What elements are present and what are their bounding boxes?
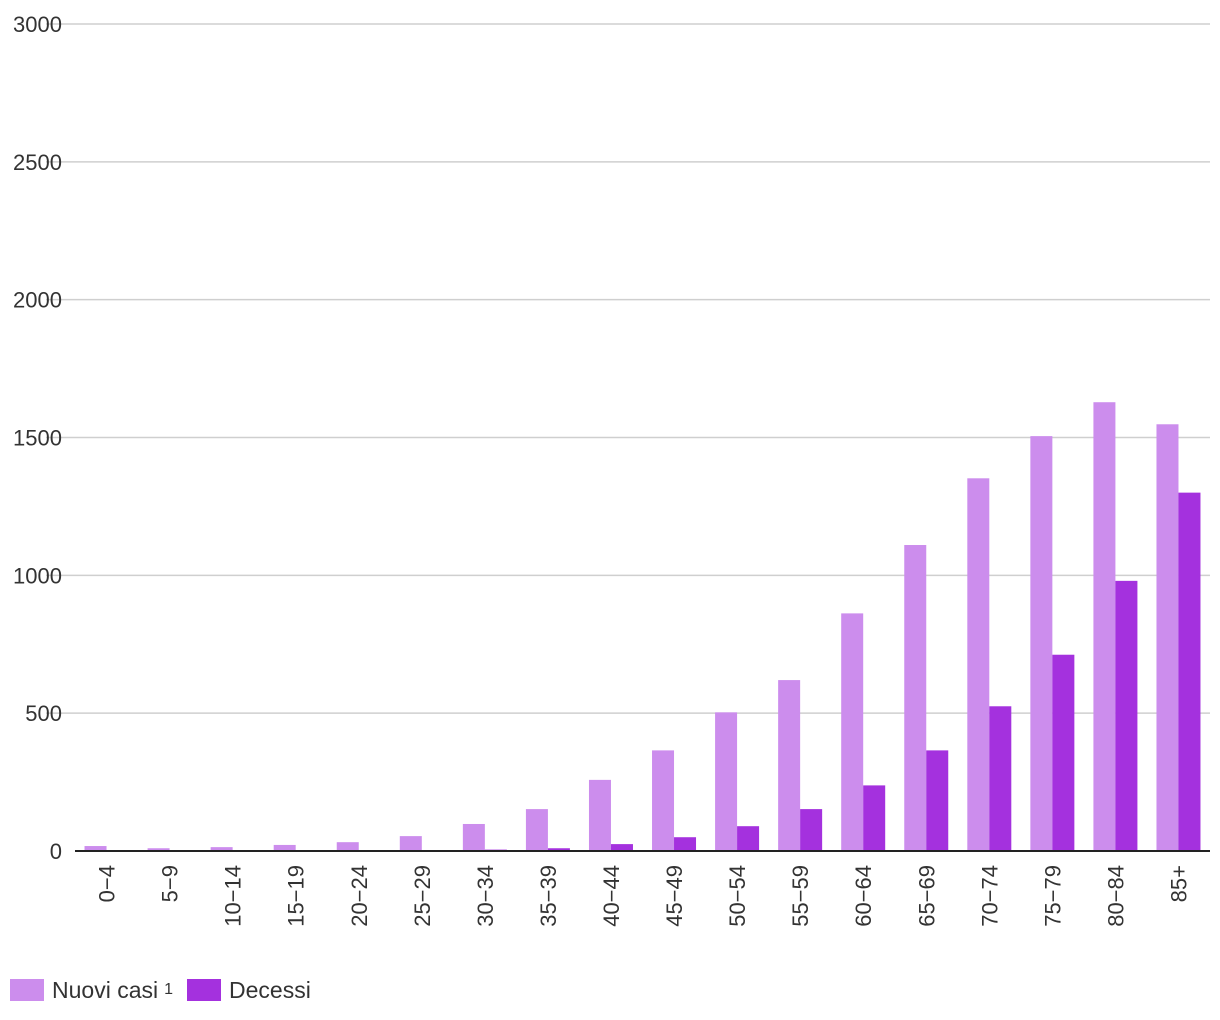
bar-decessi-11 — [800, 809, 823, 851]
x-tick-label: 60−64 — [851, 865, 876, 927]
bar-nuovi-casi-15 — [1030, 436, 1053, 851]
legend-swatch-decessi — [187, 979, 222, 1001]
bars — [84, 402, 1201, 851]
y-axis-ticks: 0 500 1000 1500 2000 2500 3000 — [13, 12, 62, 864]
x-tick-label: 35−39 — [536, 865, 561, 927]
bar-decessi-15 — [1052, 654, 1075, 851]
y-tick-label: 0 — [50, 839, 62, 864]
x-tick-label: 20−24 — [347, 865, 372, 927]
bar-decessi-12 — [863, 785, 886, 851]
bar-nuovi-casi-9 — [652, 750, 675, 851]
bar-decessi-7 — [547, 848, 570, 851]
x-tick-label: 80−84 — [1103, 865, 1128, 927]
bar-decessi-14 — [989, 706, 1012, 851]
x-axis-ticks: 0−4 5−9 10−14 15−19 20−24 25−29 30−34 35−39 40−4… — [95, 865, 1192, 927]
legend-item-nuovi-casi: Nuovi casi 1 — [10, 977, 173, 1004]
legend: Nuovi casi 1 Decessi — [10, 972, 325, 1008]
bar-decessi-17 — [1178, 492, 1201, 851]
x-tick-label: 70−74 — [977, 865, 1002, 927]
x-tick-label: 10−14 — [221, 865, 246, 927]
x-tick-label: 50−54 — [725, 865, 750, 927]
bar-nuovi-casi-1 — [147, 848, 170, 851]
legend-label-nuovi-casi: Nuovi casi — [52, 976, 159, 1003]
legend-swatch-nuovi-casi — [10, 979, 44, 1001]
bar-nuovi-casi-5 — [399, 836, 422, 851]
x-tick-label: 25−29 — [410, 865, 435, 927]
bar-nuovi-casi-17 — [1156, 424, 1179, 851]
x-tick-label: 40−44 — [599, 865, 624, 927]
x-tick-label: 15−19 — [284, 865, 309, 927]
legend-footnote-marker: 1 — [164, 981, 174, 998]
bar-nuovi-casi-6 — [462, 823, 485, 851]
x-tick-label: 65−69 — [914, 865, 939, 927]
bar-nuovi-casi-10 — [715, 712, 738, 851]
x-tick-label: 0−4 — [95, 865, 120, 902]
bar-decessi-13 — [926, 750, 949, 851]
bar-nuovi-casi-3 — [273, 844, 296, 851]
legend-item-decessi: Decessi — [187, 977, 311, 1004]
y-tick-label: 2000 — [13, 288, 62, 313]
bar-chart: 0 500 1000 1500 2000 2500 3000 0−4 5−9 10−14 15−1… — [13, 12, 1210, 927]
grid-lines — [46, 23, 1210, 714]
bar-nuovi-casi-14 — [967, 478, 990, 851]
x-tick-label: 55−59 — [788, 865, 813, 927]
legend-label-decessi: Decessi — [229, 976, 311, 1003]
bar-nuovi-casi-8 — [588, 779, 611, 851]
y-tick-label: 2500 — [13, 150, 62, 175]
bar-nuovi-casi-2 — [210, 847, 233, 851]
bar-decessi-10 — [737, 826, 760, 851]
bar-decessi-9 — [674, 837, 697, 851]
bar-nuovi-casi-11 — [778, 680, 801, 851]
bar-nuovi-casi-16 — [1093, 402, 1116, 851]
x-tick-label: 5−9 — [158, 865, 183, 902]
x-tick-label: 45−49 — [662, 865, 687, 927]
bar-decessi-8 — [610, 844, 633, 851]
bar-nuovi-casi-13 — [904, 545, 927, 851]
bar-nuovi-casi-12 — [841, 613, 864, 851]
x-tick-label: 75−79 — [1040, 865, 1065, 927]
bar-nuovi-casi-0 — [84, 846, 107, 851]
y-tick-label: 3000 — [13, 12, 62, 37]
bar-nuovi-casi-4 — [336, 842, 359, 851]
x-tick-label: 85+ — [1166, 865, 1191, 902]
bar-decessi-16 — [1115, 580, 1138, 851]
bar-nuovi-casi-7 — [525, 809, 548, 851]
x-tick-label: 30−34 — [473, 865, 498, 927]
y-tick-label: 1000 — [13, 563, 62, 588]
y-tick-label: 500 — [25, 701, 62, 726]
y-tick-label: 1500 — [13, 426, 62, 451]
